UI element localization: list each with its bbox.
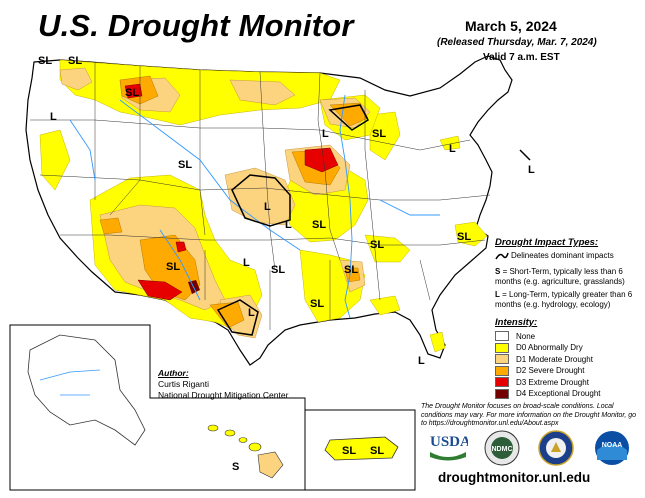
- author-org: National Drought Mitigation Center: [158, 390, 289, 400]
- ndmc-logo: NDMC: [482, 430, 522, 466]
- impact-lines: [216, 104, 531, 336]
- impact-legend-heading: Drought Impact Types:: [495, 237, 599, 248]
- label-sl: SL: [125, 87, 139, 99]
- impact-labels: SL SL SL L SL L L SL SL L L L SL SL SL L…: [38, 55, 535, 367]
- label-sl: SL: [344, 264, 358, 276]
- state-borders: [30, 62, 491, 330]
- label-l: L: [449, 143, 456, 155]
- label-sl: SL: [178, 159, 192, 171]
- swatch-none: [495, 331, 509, 341]
- swatch-d3: [495, 377, 509, 387]
- legend-item-none: None: [495, 331, 601, 341]
- alaska-inset-frame: [9, 324, 306, 491]
- label-l: L: [528, 164, 535, 176]
- website-url[interactable]: droughtmonitor.unl.edu: [438, 470, 591, 485]
- intensity-legend: Intensity: None D0 Abnormally Dry D1 Mod…: [495, 317, 601, 400]
- author-name: Curtis Riganti: [158, 379, 210, 389]
- label-sl: SL: [312, 219, 326, 231]
- impact-legend-delineates: Delineates dominant impacts: [495, 251, 643, 264]
- label-sl: SL: [38, 55, 52, 67]
- legend-item-d2: D2 Severe Drought: [495, 365, 601, 376]
- map-date: March 5, 2024: [465, 18, 557, 34]
- impact-legend-long-term: L = Long-Term, typically greater than 6 …: [495, 290, 633, 309]
- swatch-d4: [495, 388, 509, 399]
- disclaimer-note: The Drought Monitor focuses on broad-sca…: [421, 403, 637, 427]
- author-heading: Author:: [158, 368, 189, 378]
- swatch-d2: [495, 365, 509, 376]
- legend-item-d3: D3 Extreme Drought: [495, 377, 601, 387]
- noaa-logo: NOAA: [594, 430, 630, 465]
- legend-item-d0: D0 Abnormally Dry: [495, 342, 601, 353]
- intensity-legend-heading: Intensity:: [495, 317, 538, 328]
- label-l: L: [285, 219, 292, 231]
- page-title: U.S. Drought Monitor: [38, 8, 354, 43]
- label-sl: SL: [166, 261, 180, 273]
- svg-text:NOAA: NOAA: [602, 442, 623, 449]
- label-l: L: [322, 128, 329, 140]
- puerto-rico-inset-frame: [304, 409, 416, 491]
- label-l: L: [243, 257, 250, 269]
- svg-text:NDMC: NDMC: [492, 446, 513, 453]
- legend-item-d4: D4 Exceptional Drought: [495, 388, 601, 399]
- alaska-rivers: [39, 369, 101, 396]
- legend-item-d1: D1 Moderate Drought: [495, 354, 601, 364]
- label-l: L: [418, 355, 425, 367]
- doc-seal-logo: [538, 430, 574, 466]
- rivers: [69, 94, 440, 319]
- label-s: S: [232, 461, 239, 473]
- usda-logo: USDA: [428, 430, 471, 464]
- label-l: L: [248, 307, 255, 319]
- alaska-shape: [27, 334, 146, 446]
- label-sl: SL: [457, 231, 471, 243]
- label-sl: SL: [370, 239, 384, 251]
- puerto-rico-shape: [324, 436, 399, 461]
- hawaii-islands: [207, 424, 284, 479]
- label-sl: SL: [342, 445, 356, 457]
- swatch-d1: [495, 354, 509, 364]
- svg-text:USDA: USDA: [430, 434, 468, 450]
- label-sl: SL: [310, 298, 324, 310]
- valid-time: Valid 7 a.m. EST: [483, 52, 560, 63]
- label-l: L: [50, 111, 57, 123]
- label-sl: SL: [271, 264, 285, 276]
- impact-legend: Drought Impact Types: Delineates dominan…: [495, 238, 643, 313]
- author-block: Author: Curtis Riganti National Drought …: [158, 368, 288, 401]
- impact-legend-short-term: S = Short-Term, typically less than 6 mo…: [495, 267, 625, 286]
- label-sl: SL: [370, 445, 384, 457]
- swatch-d0: [495, 342, 509, 353]
- label-sl: SL: [68, 55, 82, 67]
- label-sl: SL: [372, 128, 386, 140]
- release-date: (Released Thursday, Mar. 7, 2024): [437, 37, 597, 48]
- boundary-line-icon: [495, 251, 511, 264]
- d3-regions: [124, 83, 339, 301]
- label-l: L: [264, 201, 271, 213]
